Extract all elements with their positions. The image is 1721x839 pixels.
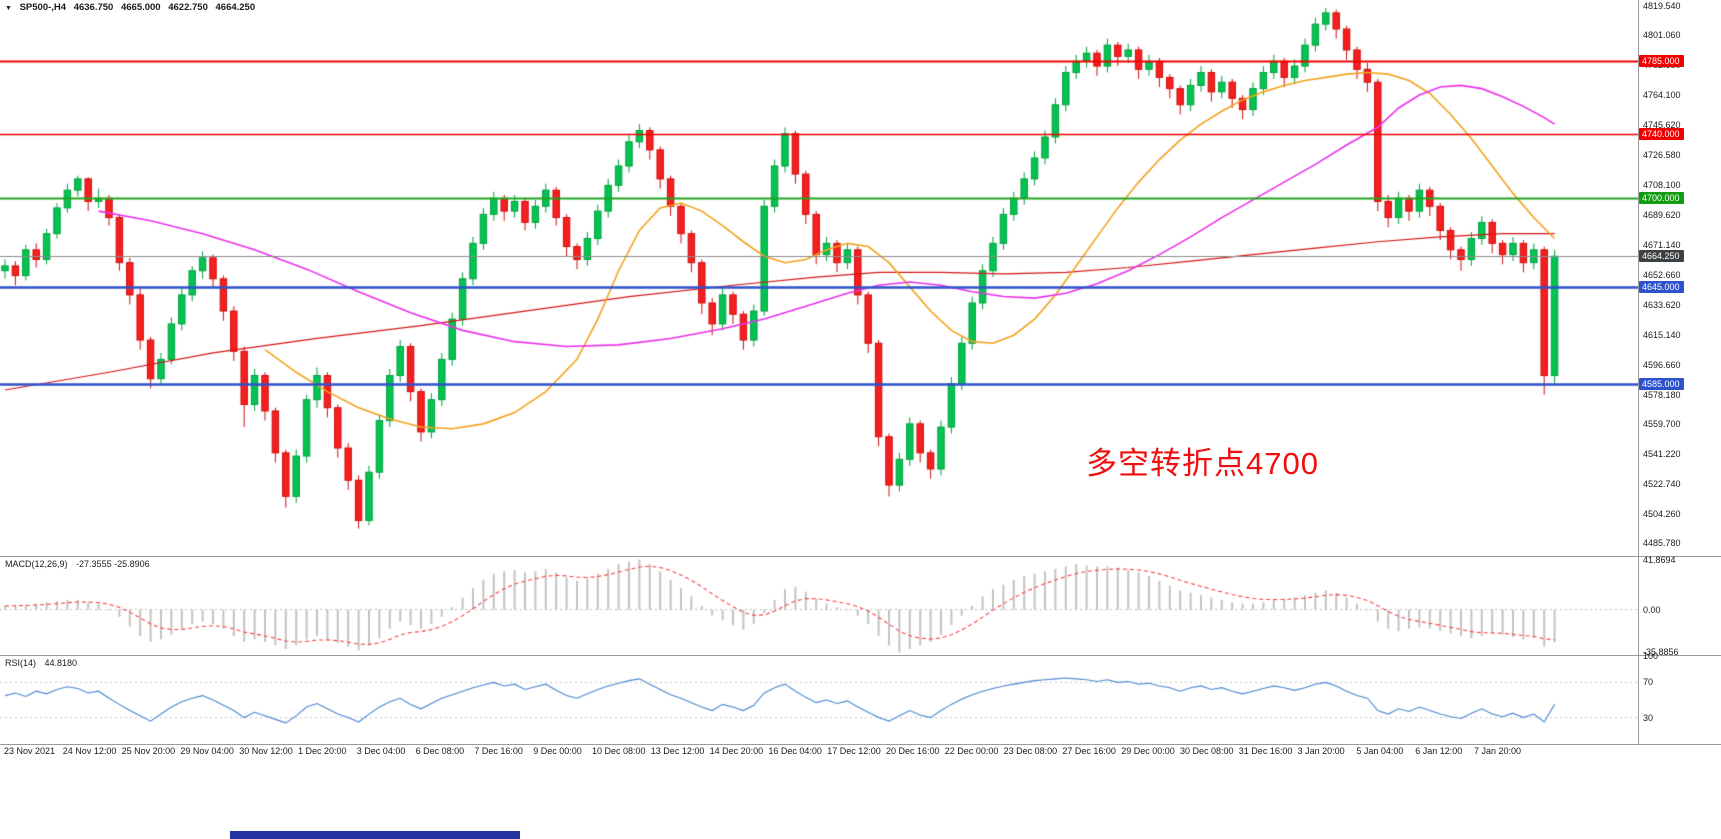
price-axis-border — [1638, 0, 1639, 745]
price-tick-label: 4485.780 — [1643, 538, 1681, 549]
price-tick-label: 4633.620 — [1643, 300, 1681, 311]
price-flag: 4645.000 — [1639, 280, 1684, 293]
time-label: 30 Dec 08:00 — [1180, 746, 1234, 756]
symbol-timeframe-label: SP500-,H4 — [19, 2, 67, 13]
time-label: 7 Jan 20:00 — [1474, 746, 1522, 756]
chart-ohlc-header: ▼ SP500-,H4 4636.750 4665.000 4622.750 4… — [5, 2, 260, 13]
macd-name: MACD(12,26,9) — [5, 559, 68, 569]
time-label: 29 Dec 00:00 — [1121, 746, 1175, 756]
time-label: 29 Nov 04:00 — [180, 746, 234, 756]
macd-panel-canvas[interactable] — [0, 557, 1638, 655]
panel-separator — [0, 556, 1721, 557]
time-label: 6 Dec 08:00 — [415, 746, 465, 756]
price-tick-label: 4801.060 — [1643, 30, 1681, 41]
price-tick-label: 4559.700 — [1643, 419, 1681, 430]
ohlc-open: 4636.750 — [73, 2, 114, 13]
price-tick-label: 4522.740 — [1643, 478, 1681, 489]
time-label: 6 Jan 12:00 — [1415, 746, 1463, 756]
macd-indicator-label: MACD(12,26,9) -27.3555 -25.8906 — [5, 559, 156, 569]
price-flag: 4740.000 — [1639, 127, 1684, 140]
price-tick-label: 4541.220 — [1643, 449, 1681, 460]
time-label: 16 Dec 04:00 — [768, 746, 822, 756]
price-tick-label: 4578.180 — [1643, 389, 1681, 400]
rsi-value: 44.8180 — [44, 658, 78, 668]
time-label: 10 Dec 08:00 — [592, 746, 646, 756]
ohlc-high: 4665.000 — [120, 2, 161, 13]
ohlc-low: 4622.750 — [168, 2, 208, 13]
time-label: 7 Dec 16:00 — [474, 746, 523, 756]
time-label: 20 Dec 16:00 — [886, 746, 940, 756]
rsi-tick-label: 30 — [1643, 712, 1654, 723]
macd-values: -27.3555 -25.8906 — [76, 559, 150, 569]
price-tick-label: 4504.260 — [1643, 508, 1681, 519]
price-flag: 4585.000 — [1639, 377, 1684, 390]
time-label: 3 Jan 20:00 — [1297, 746, 1345, 756]
time-label: 17 Dec 12:00 — [827, 746, 881, 756]
price-tick-label: 4708.100 — [1643, 180, 1681, 191]
price-tick-label: 4689.620 — [1643, 209, 1681, 220]
time-label: 22 Dec 00:00 — [944, 746, 999, 756]
price-tick-label: 4652.660 — [1643, 269, 1681, 280]
taskbar-fragment — [230, 831, 520, 839]
price-tick-label: 4819.540 — [1643, 0, 1681, 11]
panel-separator — [0, 744, 1721, 745]
ohlc-close: 4664.250 — [215, 2, 256, 13]
price-tick-label: 4596.660 — [1643, 359, 1681, 370]
price-flag: 4664.250 — [1639, 249, 1684, 262]
time-label: 30 Nov 12:00 — [239, 746, 293, 756]
rsi-panel-canvas[interactable] — [0, 656, 1638, 744]
price-chart-canvas[interactable] — [0, 0, 1638, 556]
time-label: 1 Dec 20:00 — [298, 746, 347, 756]
time-label: 3 Dec 04:00 — [356, 746, 406, 756]
price-tick-label: 4726.580 — [1643, 150, 1681, 161]
rsi-tick-label: 70 — [1643, 677, 1654, 688]
price-tick-label: 4745.620 — [1643, 119, 1681, 130]
time-label: 9 Dec 00:00 — [533, 746, 582, 756]
time-label: 13 Dec 12:00 — [650, 746, 705, 756]
time-label: 24 Nov 12:00 — [62, 746, 117, 756]
price-tick-label: 4615.140 — [1643, 329, 1681, 340]
time-label: 31 Dec 16:00 — [1238, 746, 1293, 756]
time-label: 23 Dec 08:00 — [1003, 746, 1058, 756]
macd-tick-label: 0.00 — [1643, 604, 1661, 615]
price-flag: 4785.000 — [1639, 55, 1684, 68]
price-tick-label: 4764.100 — [1643, 89, 1681, 100]
price-tick-label: 4671.140 — [1643, 239, 1681, 250]
macd-tick-label: 41.8694 — [1643, 554, 1676, 565]
time-axis[interactable]: 23 Nov 2021 24 Nov 12:00 25 Nov 20:00 29 No… — [0, 746, 1638, 762]
macd-tick-label: -35.8856 — [1643, 647, 1679, 658]
rsi-indicator-label: RSI(14) 44.8180 — [5, 658, 83, 668]
rsi-tick-label: 100 — [1643, 651, 1659, 661]
time-label: 23 Nov 2021 — [4, 746, 56, 756]
chart-annotation-text[interactable]: 多空转折点4700 — [1086, 446, 1319, 481]
symbol-dropdown-icon[interactable]: ▼ — [5, 5, 12, 12]
panel-separator — [0, 655, 1721, 656]
time-label: 25 Nov 20:00 — [121, 746, 176, 756]
price-axis[interactable]: 4819.5404801.0604782.5804764.1004745.620… — [1638, 0, 1721, 745]
rsi-name: RSI(14) — [5, 658, 37, 668]
time-label: 14 Dec 20:00 — [709, 746, 764, 756]
price-flag: 4700.000 — [1639, 192, 1684, 205]
time-label: 5 Jan 04:00 — [1356, 746, 1404, 756]
time-label: 27 Dec 16:00 — [1062, 746, 1116, 756]
